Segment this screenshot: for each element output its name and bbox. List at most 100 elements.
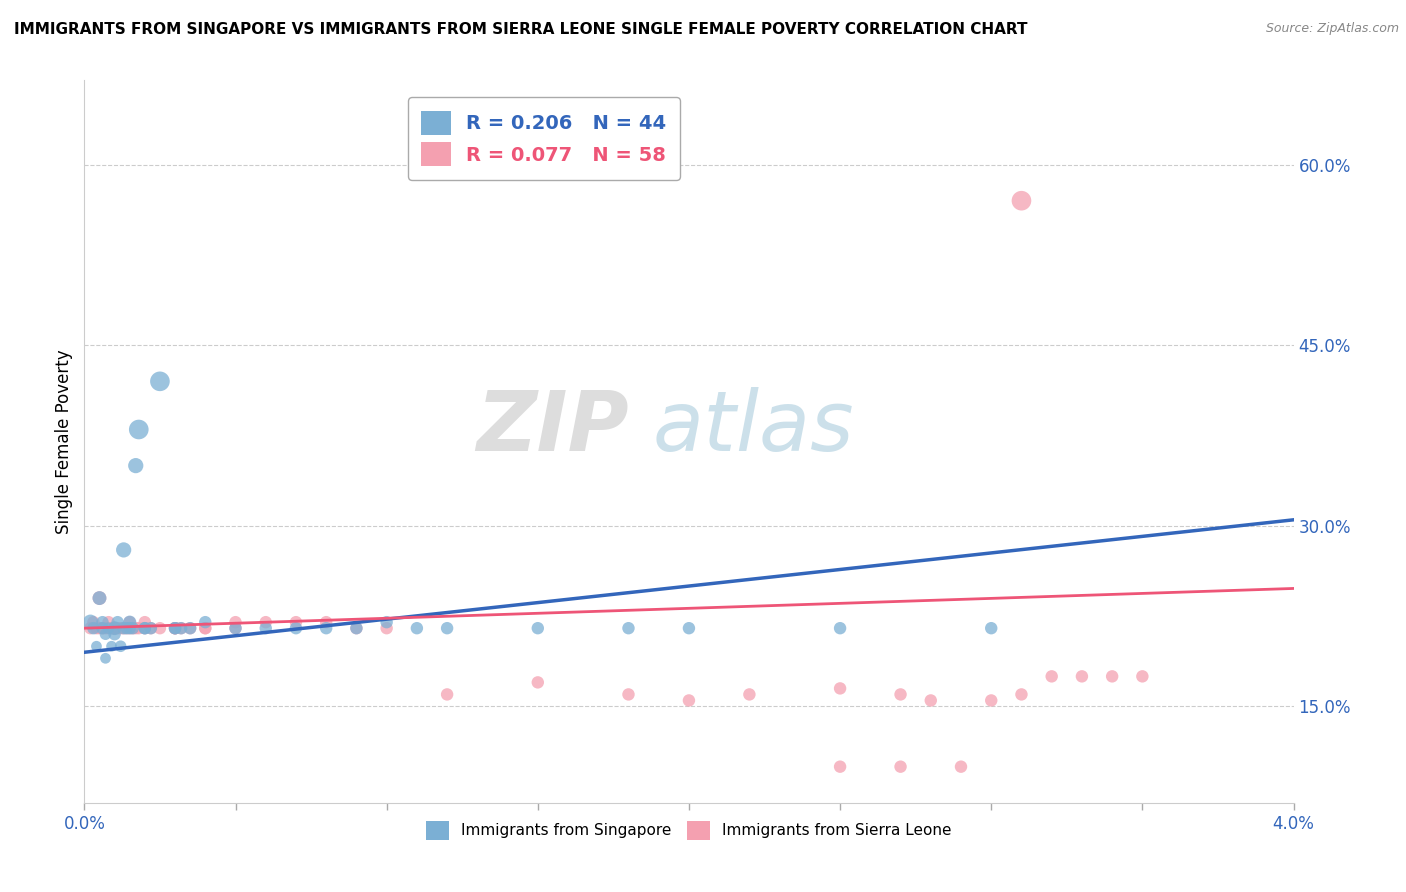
- Point: [118, 621, 141, 635]
- Point: [89, 591, 111, 606]
- Point: [118, 615, 141, 630]
- Point: [112, 621, 135, 635]
- Point: [100, 621, 122, 635]
- Text: atlas: atlas: [652, 386, 855, 467]
- Point: [920, 693, 942, 707]
- Point: [139, 621, 162, 635]
- Point: [165, 621, 187, 635]
- Point: [118, 615, 141, 630]
- Point: [89, 621, 111, 635]
- Point: [110, 639, 132, 653]
- Point: [170, 621, 193, 635]
- Point: [225, 621, 247, 635]
- Point: [346, 621, 368, 635]
- Point: [107, 621, 129, 635]
- Y-axis label: Single Female Poverty: Single Female Poverty: [55, 350, 73, 533]
- Point: [121, 621, 143, 635]
- Point: [980, 621, 1002, 635]
- Point: [115, 621, 138, 635]
- Point: [97, 621, 120, 635]
- Point: [104, 621, 127, 635]
- Text: Source: ZipAtlas.com: Source: ZipAtlas.com: [1265, 22, 1399, 36]
- Point: [225, 615, 247, 630]
- Point: [149, 375, 172, 389]
- Point: [980, 693, 1002, 707]
- Point: [165, 621, 187, 635]
- Point: [115, 621, 138, 635]
- Point: [678, 693, 700, 707]
- Point: [285, 615, 308, 630]
- Point: [254, 621, 277, 635]
- Point: [128, 423, 150, 437]
- Point: [1101, 669, 1123, 683]
- Point: [436, 687, 458, 701]
- Point: [94, 651, 117, 665]
- Point: [112, 542, 135, 557]
- Point: [617, 621, 640, 635]
- Point: [170, 621, 193, 635]
- Point: [128, 621, 150, 635]
- Point: [91, 615, 114, 630]
- Point: [678, 621, 700, 635]
- Point: [134, 621, 156, 635]
- Point: [406, 621, 429, 635]
- Point: [112, 621, 135, 635]
- Point: [194, 615, 217, 630]
- Point: [285, 621, 308, 635]
- Point: [91, 621, 114, 635]
- Point: [104, 621, 127, 635]
- Point: [149, 621, 172, 635]
- Point: [86, 639, 108, 653]
- Point: [375, 621, 398, 635]
- Point: [121, 621, 143, 635]
- Point: [97, 621, 120, 635]
- Point: [118, 621, 141, 635]
- Point: [617, 687, 640, 701]
- Point: [82, 621, 104, 635]
- Point: [97, 615, 120, 630]
- Point: [179, 621, 201, 635]
- Point: [100, 639, 122, 653]
- Point: [107, 615, 129, 630]
- Point: [125, 458, 148, 473]
- Point: [830, 621, 852, 635]
- Point: [254, 615, 277, 630]
- Point: [1011, 194, 1033, 208]
- Point: [1040, 669, 1063, 683]
- Point: [91, 621, 114, 635]
- Point: [225, 621, 247, 635]
- Point: [104, 627, 127, 641]
- Point: [104, 621, 127, 635]
- Point: [738, 687, 761, 701]
- Point: [86, 621, 108, 635]
- Point: [527, 621, 550, 635]
- Point: [82, 615, 104, 630]
- Point: [125, 621, 148, 635]
- Point: [1132, 669, 1154, 683]
- Point: [1011, 687, 1033, 701]
- Point: [165, 621, 187, 635]
- Point: [527, 675, 550, 690]
- Point: [94, 627, 117, 641]
- Point: [890, 760, 912, 774]
- Point: [179, 621, 201, 635]
- Point: [94, 621, 117, 635]
- Point: [134, 615, 156, 630]
- Text: IMMIGRANTS FROM SINGAPORE VS IMMIGRANTS FROM SIERRA LEONE SINGLE FEMALE POVERTY : IMMIGRANTS FROM SINGAPORE VS IMMIGRANTS …: [14, 22, 1028, 37]
- Point: [79, 615, 101, 630]
- Point: [375, 615, 398, 630]
- Point: [134, 621, 156, 635]
- Point: [139, 621, 162, 635]
- Point: [110, 621, 132, 635]
- Point: [194, 621, 217, 635]
- Point: [89, 591, 111, 606]
- Point: [890, 687, 912, 701]
- Point: [315, 621, 337, 635]
- Point: [950, 760, 973, 774]
- Point: [830, 760, 852, 774]
- Legend: Immigrants from Singapore, Immigrants from Sierra Leone: Immigrants from Singapore, Immigrants fr…: [420, 815, 957, 846]
- Point: [830, 681, 852, 696]
- Point: [194, 621, 217, 635]
- Point: [134, 621, 156, 635]
- Point: [104, 621, 127, 635]
